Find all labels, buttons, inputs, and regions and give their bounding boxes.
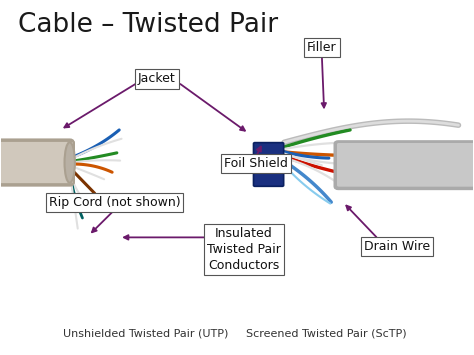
Text: Foil Shield: Foil Shield bbox=[224, 157, 288, 170]
FancyBboxPatch shape bbox=[0, 141, 74, 184]
Text: Rip Cord (not shown): Rip Cord (not shown) bbox=[49, 196, 180, 209]
FancyBboxPatch shape bbox=[254, 143, 283, 186]
FancyBboxPatch shape bbox=[336, 142, 474, 188]
FancyBboxPatch shape bbox=[0, 140, 73, 186]
Ellipse shape bbox=[64, 142, 75, 183]
Text: Jacket: Jacket bbox=[138, 72, 176, 86]
Text: Insulated
Twisted Pair
Conductors: Insulated Twisted Pair Conductors bbox=[207, 227, 281, 272]
FancyBboxPatch shape bbox=[335, 141, 474, 189]
Text: Filler: Filler bbox=[307, 41, 337, 54]
Text: Drain Wire: Drain Wire bbox=[364, 240, 430, 253]
Text: Unshielded Twisted Pair (UTP): Unshielded Twisted Pair (UTP) bbox=[63, 329, 228, 339]
Text: Screened Twisted Pair (ScTP): Screened Twisted Pair (ScTP) bbox=[246, 329, 407, 339]
Text: Cable – Twisted Pair: Cable – Twisted Pair bbox=[18, 12, 278, 38]
